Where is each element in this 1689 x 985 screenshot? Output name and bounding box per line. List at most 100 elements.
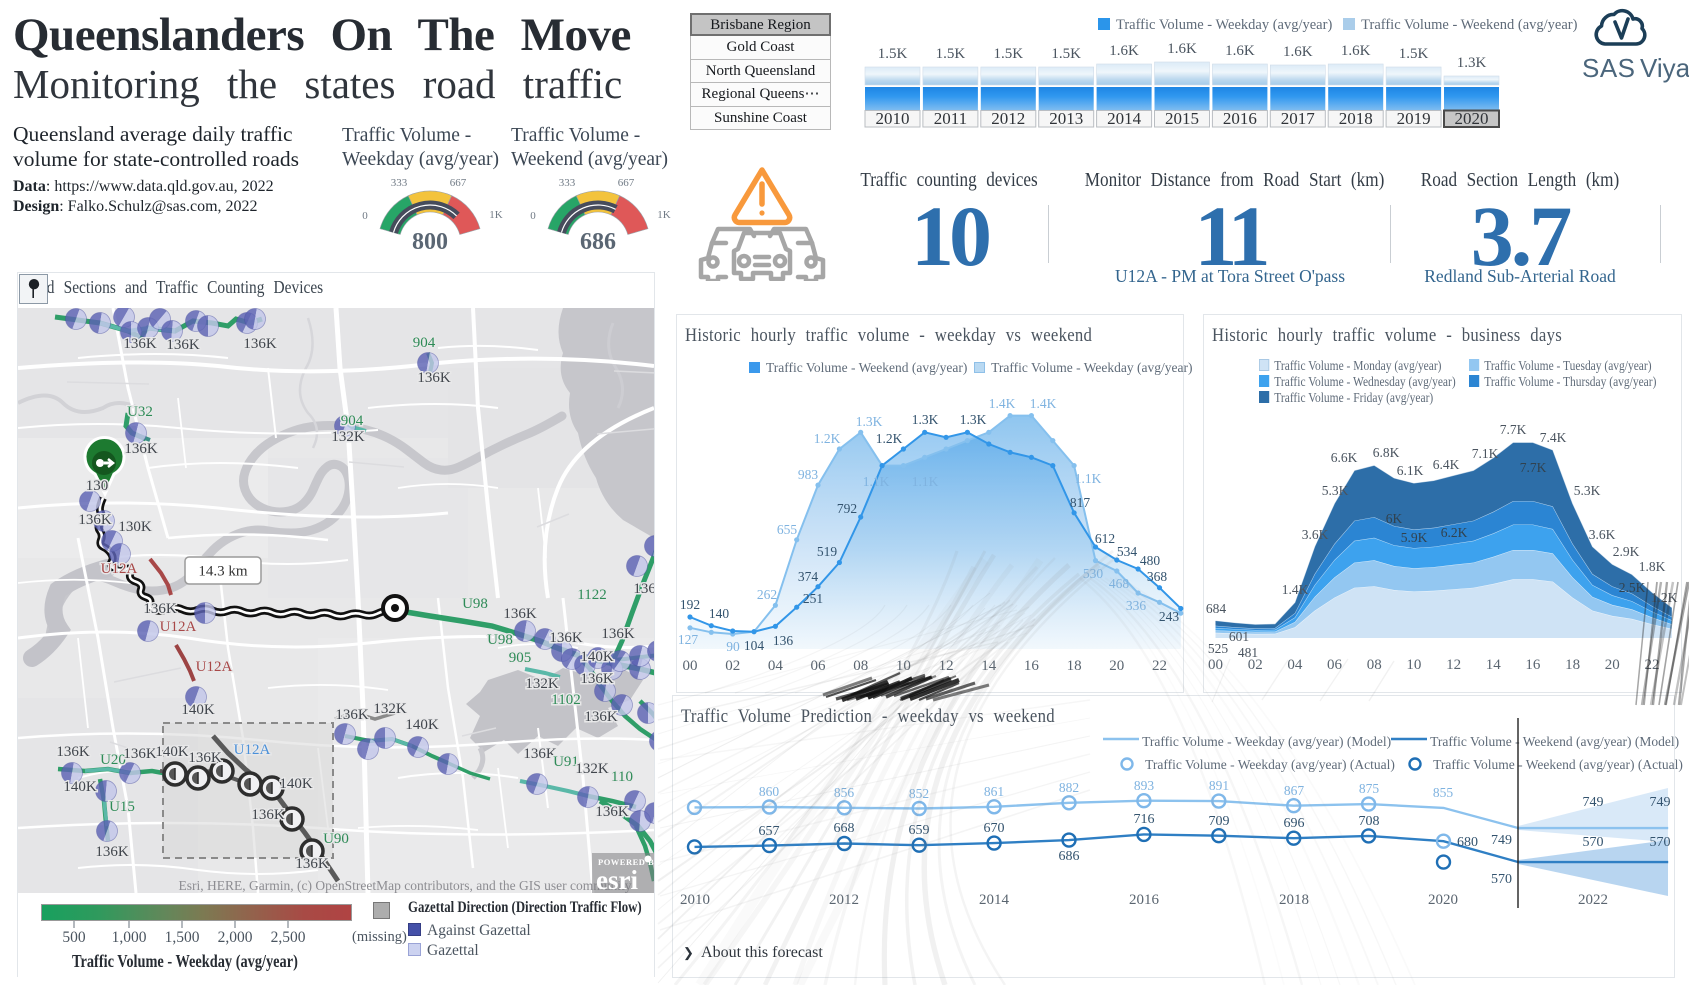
svg-text:2.5K: 2.5K (1619, 580, 1646, 595)
svg-text:6.2K: 6.2K (1441, 525, 1468, 540)
svg-text:6.4K: 6.4K (1433, 457, 1460, 472)
svg-text:136K: 136K (143, 601, 177, 617)
svg-text:2020: 2020 (1428, 892, 1458, 908)
svg-text:Viya: Viya (1640, 53, 1689, 83)
svg-text:2013: 2013 (1049, 109, 1083, 128)
svg-text:655: 655 (777, 522, 798, 537)
svg-text:1.5K: 1.5K (878, 46, 908, 62)
svg-text:875: 875 (1359, 781, 1380, 796)
svg-text:1.3K: 1.3K (960, 412, 987, 427)
svg-text:U90: U90 (323, 831, 349, 847)
svg-text:U15: U15 (109, 799, 135, 815)
svg-text:18: 18 (1565, 657, 1580, 673)
svg-text:1.5K: 1.5K (936, 46, 966, 62)
svg-text:132K: 132K (373, 701, 407, 717)
svg-text:570: 570 (1583, 835, 1604, 850)
svg-text:1.5K: 1.5K (1399, 46, 1429, 62)
svg-text:2011: 2011 (934, 109, 967, 128)
svg-text:749: 749 (1650, 795, 1671, 810)
svg-text:136K: 136K (503, 606, 537, 622)
svg-text:570: 570 (1650, 835, 1671, 850)
svg-text:749: 749 (1583, 795, 1604, 810)
svg-text:130K: 130K (118, 519, 152, 535)
svg-text:136K: 136K (595, 804, 629, 820)
svg-text:12: 12 (1446, 657, 1461, 673)
svg-text:893: 893 (1134, 778, 1155, 793)
svg-text:667: 667 (450, 177, 467, 189)
svg-text:481: 481 (1238, 645, 1258, 660)
svg-text:983: 983 (798, 467, 819, 482)
svg-text:1.1K: 1.1K (863, 474, 890, 489)
svg-text:2016: 2016 (1129, 892, 1160, 908)
svg-text:04: 04 (1287, 657, 1303, 673)
svg-text:1.4K: 1.4K (1282, 582, 1309, 597)
svg-text:132K: 132K (525, 676, 559, 692)
svg-text:136K: 136K (417, 370, 451, 386)
svg-text:3.6K: 3.6K (1302, 527, 1329, 542)
svg-text:2012: 2012 (829, 892, 859, 908)
svg-text:14.3 km: 14.3 km (198, 564, 248, 580)
svg-text:U91: U91 (553, 754, 579, 770)
svg-text:904: 904 (413, 335, 436, 351)
svg-text:686: 686 (1059, 849, 1080, 864)
svg-text:1.2K: 1.2K (1651, 590, 1678, 605)
svg-text:792: 792 (837, 501, 857, 516)
svg-text:519: 519 (817, 544, 838, 559)
svg-text:2019: 2019 (1397, 109, 1431, 128)
svg-text:601: 601 (1229, 629, 1249, 644)
svg-text:333: 333 (391, 177, 408, 189)
svg-text:243: 243 (1159, 609, 1180, 624)
svg-text:7.1K: 7.1K (1472, 446, 1499, 461)
svg-text:867: 867 (1284, 783, 1305, 798)
svg-text:U12A: U12A (101, 561, 138, 577)
svg-text:468: 468 (1109, 576, 1130, 591)
svg-text:22: 22 (1152, 658, 1167, 674)
svg-text:534: 534 (1117, 544, 1138, 559)
svg-text:127: 127 (678, 632, 699, 647)
svg-text:525: 525 (1208, 641, 1229, 656)
svg-text:U32: U32 (127, 404, 153, 420)
svg-text:136K: 136K (549, 630, 583, 646)
svg-text:140K: 140K (279, 776, 313, 792)
svg-text:08: 08 (1367, 657, 1382, 673)
svg-text:04: 04 (768, 658, 784, 674)
svg-text:10: 10 (1406, 657, 1421, 673)
svg-text:262: 262 (757, 587, 777, 602)
svg-text:696: 696 (1284, 816, 1305, 831)
svg-text:16: 16 (1024, 658, 1040, 674)
svg-text:2014: 2014 (1107, 109, 1142, 128)
svg-text:136K: 136K (601, 626, 635, 642)
svg-text:1.1K: 1.1K (1075, 471, 1102, 486)
svg-text:0: 0 (530, 210, 536, 222)
svg-text:136K: 136K (188, 750, 222, 766)
svg-text:1.5K: 1.5K (1051, 46, 1081, 62)
svg-text:2012: 2012 (991, 109, 1025, 128)
svg-text:130: 130 (86, 478, 109, 494)
svg-text:659: 659 (909, 823, 930, 838)
svg-text:856: 856 (834, 785, 855, 800)
svg-text:136K: 136K (580, 671, 614, 687)
svg-text:90: 90 (726, 639, 740, 654)
svg-text:6K: 6K (1386, 511, 1403, 526)
svg-text:2018: 2018 (1339, 109, 1373, 128)
svg-text:1122: 1122 (577, 587, 606, 603)
svg-text:670: 670 (984, 821, 1005, 836)
svg-text:2017: 2017 (1281, 109, 1316, 128)
svg-text:14: 14 (1486, 657, 1502, 673)
svg-text:136K: 136K (584, 709, 618, 725)
svg-text:368: 368 (1147, 569, 1168, 584)
svg-text:136K: 136K (56, 744, 90, 760)
svg-text:2010: 2010 (876, 109, 910, 128)
svg-text:1.2K: 1.2K (814, 431, 841, 446)
svg-text:136K: 136K (251, 807, 285, 823)
svg-text:2010: 2010 (680, 892, 710, 908)
svg-text:14: 14 (981, 658, 997, 674)
svg-text:882: 882 (1059, 780, 1079, 795)
svg-text:U98: U98 (462, 596, 488, 612)
svg-text:132K: 132K (575, 761, 609, 777)
svg-text:U12A: U12A (234, 742, 271, 758)
svg-text:20: 20 (1109, 658, 1124, 674)
svg-text:1.6K: 1.6K (1225, 43, 1255, 59)
svg-text:667: 667 (618, 177, 635, 189)
svg-text:140K: 140K (181, 702, 215, 718)
